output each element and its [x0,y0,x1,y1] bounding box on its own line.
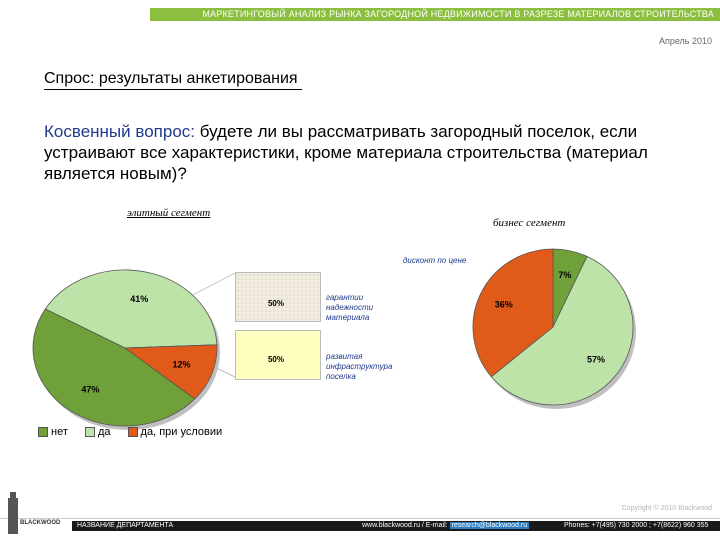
legend-item: нет [38,426,68,438]
pie-slice [123,344,218,400]
question-body: будете ли вы рассматривать загородный по… [44,122,648,183]
footer-bar: НАЗВАНИЕ ДЕПАРТАМЕНТА www.blackwood.ru /… [72,521,720,531]
tower-icon [8,492,18,534]
legend-label: нет [51,426,68,439]
segment-label-business: бизнес сегмент [493,217,566,229]
data-label: 7% [558,270,571,280]
condition-value: 50% [267,355,284,364]
data-label: 47% [81,384,99,394]
header-banner: МАРКЕТИНГОВЫЙ АНАЛИЗ РЫНКА ЗАГОРОДНОЙ НЕ… [150,8,720,21]
section-title: Спрос: результаты анкетирования [44,70,302,90]
pie-slice [32,308,196,427]
website-link[interactable]: www.blackwood.ru / E-mail: [362,522,450,529]
legend-swatch [127,427,138,438]
condition-label-discount: дисконт по цене [403,256,467,265]
condition-label-infrastructure: развитая инфраструктура поселка [326,352,393,381]
segment-label-elite: элитный сегмент [127,207,211,219]
company-logo: BLACKWOOD [6,492,66,534]
report-date: Апрель 2010 [658,36,712,46]
phone-numbers: Phones: +7(495) 730 2000 ; +7(8622) 960 … [564,522,709,529]
data-label: 41% [130,294,148,304]
data-label: 12% [172,360,190,370]
legend-item: да [84,426,111,439]
copyright: Copyright © 2010 Blackwood [621,505,712,512]
legend-label: да, при условии [140,426,223,439]
legend-item: да, при условии [127,426,223,439]
data-label: 57% [587,355,605,365]
pie-slice [490,255,634,406]
logo-wordmark: BLACKWOOD [20,520,61,526]
chart-legend: нет да да, при условии [38,426,236,438]
condition-label-reliability: гарантии надежности материала [326,293,374,322]
email-link[interactable]: research@blackwood.ru [449,522,530,529]
data-label: 36% [495,299,513,309]
condition-box-infrastructure: 50% [235,330,321,380]
condition-box-reliability: 50% [235,272,321,322]
department-name: НАЗВАНИЕ ДЕПАРТАМЕНТА [77,522,174,529]
footer-divider [0,518,720,519]
question-prefix: Косвенный вопрос: [44,122,195,141]
pie-slice [44,269,218,349]
question-text: Косвенный вопрос: будете ли вы рассматри… [44,121,684,184]
banner-text: МАРКЕТИНГОВЫЙ АНАЛИЗ РЫНКА ЗАГОРОДНОЙ НЕ… [202,9,714,19]
pie-slice [472,248,554,378]
condition-value: 50% [267,299,284,308]
legend-swatch [38,427,48,438]
contact-info: www.blackwood.ru / E-mail: research@blac… [362,521,530,531]
legend-label: да [97,426,111,439]
legend-swatch [84,427,95,438]
